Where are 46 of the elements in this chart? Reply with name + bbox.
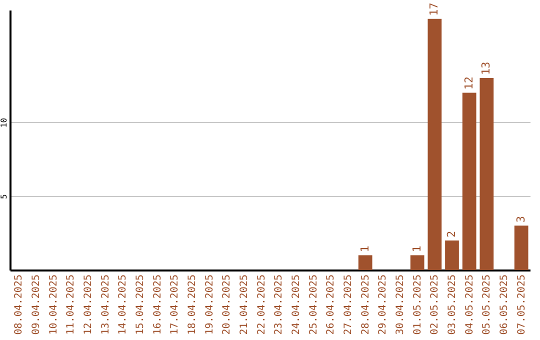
bar xyxy=(462,92,476,270)
bar xyxy=(480,78,494,270)
x-tick-label: 17.04.2025 xyxy=(170,274,181,335)
bar xyxy=(358,255,372,270)
x-tick-label: 20.04.2025 xyxy=(222,274,233,335)
x-tick-label: 16.04.2025 xyxy=(152,274,164,335)
x-tick-label: 07.05.2025 xyxy=(516,274,528,335)
x-tick-label: 19.04.2025 xyxy=(204,274,216,335)
x-tick-label: 03.05.2025 xyxy=(447,274,458,335)
y-tick-label: 5 xyxy=(0,194,8,200)
x-tick-label: 25.04.2025 xyxy=(308,274,320,335)
data-label: 1 xyxy=(410,246,424,252)
x-tick-label: 06.05.2025 xyxy=(499,274,510,335)
x-tick-label: 12.04.2025 xyxy=(83,274,94,335)
x-tick-label: 02.05.2025 xyxy=(430,274,441,335)
x-tick-label: 11.04.2025 xyxy=(66,274,77,335)
x-tick-label: 30.04.2025 xyxy=(395,274,406,335)
x-tick-label: 26.04.2025 xyxy=(326,274,337,335)
x-tick-label: 28.04.2025 xyxy=(360,274,372,335)
x-tick-label: 15.04.2025 xyxy=(135,274,146,335)
x-tick-label: 27.04.2025 xyxy=(343,274,354,335)
x-tick-label: 04.05.2025 xyxy=(464,274,476,335)
data-label: 2 xyxy=(445,230,458,238)
x-tick-label: 29.04.2025 xyxy=(378,274,389,335)
y-tick-label: 10 xyxy=(0,118,8,128)
data-label: 17 xyxy=(428,2,441,16)
x-tick-label: 23.04.2025 xyxy=(274,274,285,335)
x-tick-label: 10.04.2025 xyxy=(48,274,60,335)
x-tick-label: 13.04.2025 xyxy=(100,274,112,335)
x-tick-label: 24.04.2025 xyxy=(291,274,302,335)
bar xyxy=(410,255,424,270)
x-tick-label: 18.04.2025 xyxy=(187,274,198,335)
data-label: 12 xyxy=(462,76,476,90)
x-tick-label: 22.04.2025 xyxy=(256,274,268,335)
x-tick-label: 21.04.2025 xyxy=(239,274,250,335)
x-tick-label: 08.04.2025 xyxy=(14,274,25,335)
x-tick-label: 09.04.2025 xyxy=(31,274,42,335)
x-tick-label: 14.04.2025 xyxy=(118,274,129,335)
bar xyxy=(445,240,459,270)
data-label: 1 xyxy=(358,246,372,252)
data-label: 3 xyxy=(514,216,528,223)
bar xyxy=(514,226,528,270)
bar xyxy=(428,18,442,270)
data-label: 13 xyxy=(480,62,493,75)
x-tick-label: 01.05.2025 xyxy=(412,274,424,335)
x-tick-label: 05.05.2025 xyxy=(482,274,493,335)
